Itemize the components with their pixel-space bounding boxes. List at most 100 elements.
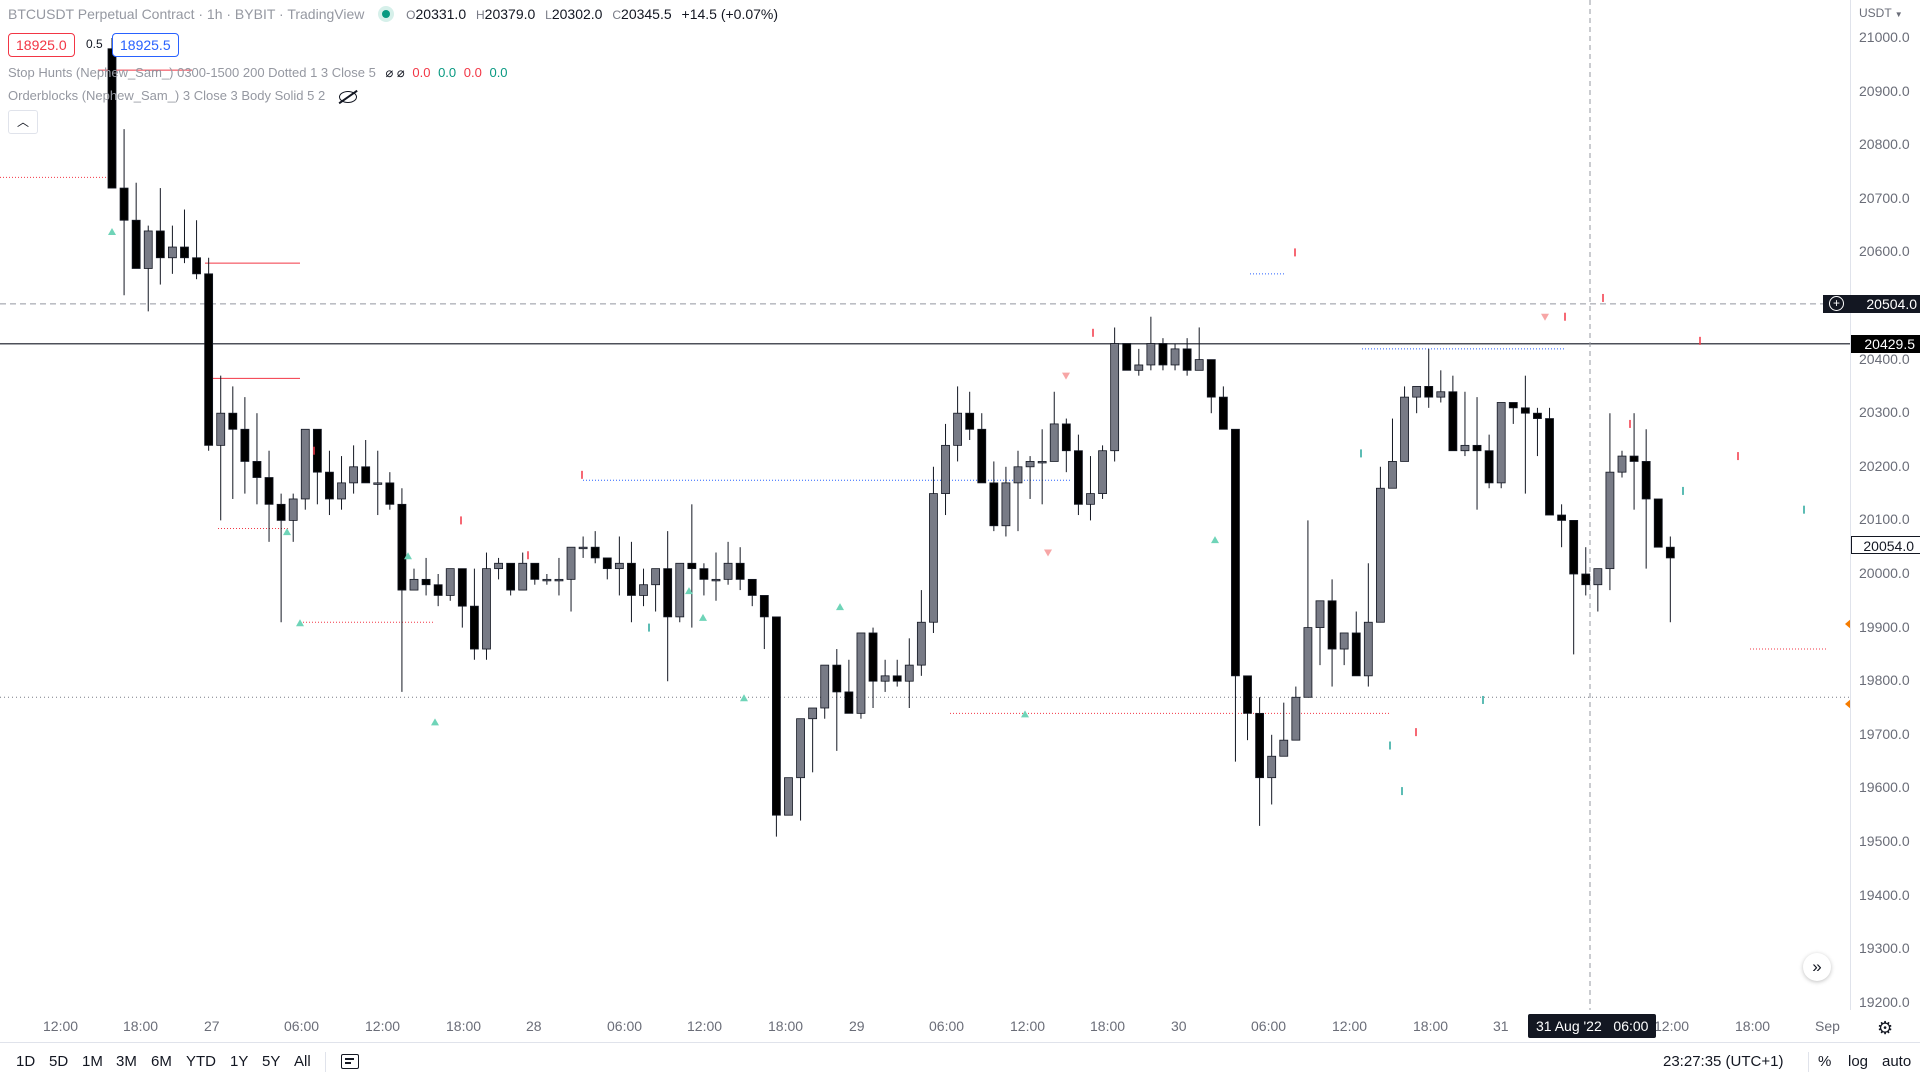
candle-body: [1037, 461, 1047, 464]
price-tick-label: 20600.0: [1859, 243, 1910, 260]
caret-down-icon: ▼: [1894, 10, 1903, 19]
sell-marker: [1044, 549, 1052, 557]
chart-pane[interactable]: BTCUSDT Perpetual Contract · 1h · BYBIT …: [0, 0, 1850, 1010]
candle-body: [1351, 632, 1361, 677]
candle-body: [1448, 391, 1458, 452]
price-tick-label: 20200.0: [1859, 457, 1910, 474]
range-3m-button[interactable]: 3M: [116, 1053, 137, 1070]
time-tick-label: 12:00: [1332, 1018, 1368, 1034]
candle-body: [1049, 423, 1059, 462]
candle-body: [1267, 755, 1277, 779]
live-dot-icon: [382, 10, 391, 18]
crosshair-date: 31 Aug '22: [1536, 1018, 1602, 1034]
candle-body: [639, 584, 648, 596]
candle-body: [421, 578, 431, 586]
range-1y-button[interactable]: 1Y: [230, 1053, 249, 1070]
calendar-range-icon[interactable]: [341, 1054, 359, 1069]
plus-circle-icon[interactable]: +: [1829, 295, 1844, 311]
candlestick-chart[interactable]: [0, 0, 1850, 1010]
gear-icon[interactable]: ⚙: [1877, 1018, 1894, 1038]
time-tick-label: 06:00: [607, 1018, 643, 1034]
range-ytd-button[interactable]: YTD: [186, 1053, 216, 1070]
candle-body: [276, 503, 286, 521]
candle-body: [1098, 450, 1107, 495]
candle-body: [868, 632, 878, 682]
candle-body: [1291, 696, 1301, 741]
low-value: 20302.0: [551, 6, 603, 22]
range-1m-button[interactable]: 1M: [82, 1053, 103, 1070]
range-5y-button[interactable]: 5Y: [262, 1053, 281, 1070]
candle-body: [131, 219, 141, 269]
candle-body: [735, 562, 745, 580]
candle-body: [1472, 444, 1482, 452]
time-tick-label: 06:00: [284, 1018, 320, 1034]
eye-crossed-icon[interactable]: [338, 89, 358, 104]
candle-body: [1617, 455, 1627, 473]
candle-body: [300, 428, 310, 500]
time-tick-label: 12:00: [365, 1018, 401, 1034]
indicator-orderblocks[interactable]: Orderblocks (Nephew_Sam_) 3 Close 3 Body…: [8, 88, 358, 104]
candle-body: [953, 412, 962, 446]
candle-body: [1460, 444, 1470, 452]
percent-scale-button[interactable]: %: [1818, 1053, 1832, 1070]
candle-body: [796, 718, 805, 779]
candle-body: [1533, 412, 1542, 419]
time-tick-label: 18:00: [1090, 1018, 1126, 1034]
candle-body: [929, 493, 938, 623]
candle-body: [904, 664, 914, 682]
symbol-title[interactable]: BTCUSDT Perpetual Contract · 1h · BYBIT …: [8, 6, 365, 22]
candle-body: [1110, 343, 1120, 452]
open-key: O: [406, 8, 416, 22]
log-scale-button[interactable]: log: [1848, 1053, 1869, 1070]
high-value: 20379.0: [484, 6, 536, 22]
candle-body: [1074, 450, 1083, 505]
time-tick-label: 28: [526, 1018, 542, 1034]
candle-body: [337, 482, 346, 500]
sell-marker: [1541, 313, 1549, 321]
candle-body: [844, 691, 854, 714]
clock[interactable]: 23:27:35 (UTC+1): [1663, 1053, 1784, 1070]
open-value: 20331.0: [415, 6, 467, 22]
range-6m-button[interactable]: 6M: [151, 1053, 172, 1070]
candle-body: [264, 477, 274, 505]
candle-body: [675, 562, 685, 618]
candle-body: [1158, 343, 1168, 366]
candle-body: [180, 246, 189, 259]
candle-body: [1025, 461, 1035, 468]
range-all-button[interactable]: All: [294, 1053, 311, 1070]
range-1d-button[interactable]: 1D: [16, 1053, 36, 1070]
time-axis[interactable]: 12:00 18:00 27 06:00 12:00 18:00 28 06:00 12:00 1…: [0, 1010, 1850, 1042]
auto-scale-button[interactable]: auto: [1882, 1053, 1912, 1070]
alert-price-tag[interactable]: + 20504.0: [1823, 294, 1920, 313]
scroll-to-realtime-button[interactable]: »: [1803, 953, 1831, 981]
time-tick-label: Sep: [1815, 1018, 1840, 1034]
candle-body: [602, 557, 612, 570]
candle-body: [590, 546, 600, 559]
candle-body: [1484, 450, 1494, 484]
candle-body: [747, 578, 757, 596]
candle-body: [977, 428, 987, 484]
sell-button[interactable]: 18925.0: [8, 33, 75, 57]
candle-body: [1388, 461, 1397, 489]
price-axis[interactable]: USDT ▼ 21000.0 20900.0 20800.0 20700.0 20600…: [1823, 0, 1920, 1038]
candle-body: [1194, 359, 1204, 371]
candle-body: [1545, 418, 1554, 516]
range-5d-button[interactable]: 5D: [49, 1053, 69, 1070]
candle-body: [566, 546, 576, 580]
double-chevron-right-icon: »: [1812, 957, 1822, 976]
currency-selector[interactable]: USDT ▼: [1859, 6, 1903, 20]
candle-body: [1412, 385, 1422, 398]
candle-body: [1206, 359, 1216, 398]
candle-body: [687, 562, 697, 570]
indicator-stop-hunts[interactable]: Stop Hunts (Nephew_Sam_) 0300-1500 200 D…: [8, 65, 508, 81]
candle-body: [1424, 385, 1434, 398]
collapse-legend-button[interactable]: ︿: [8, 110, 38, 134]
null-set-icon: ⌀ ⌀: [385, 65, 405, 80]
candle-body: [494, 562, 503, 570]
candle-body: [457, 568, 467, 607]
alert-arrow-icon: [1845, 619, 1850, 629]
indicator-value-4: 0.0: [489, 65, 508, 80]
candle-body: [711, 578, 721, 582]
candle-body: [1520, 407, 1530, 414]
buy-button[interactable]: 18925.5: [112, 33, 179, 57]
